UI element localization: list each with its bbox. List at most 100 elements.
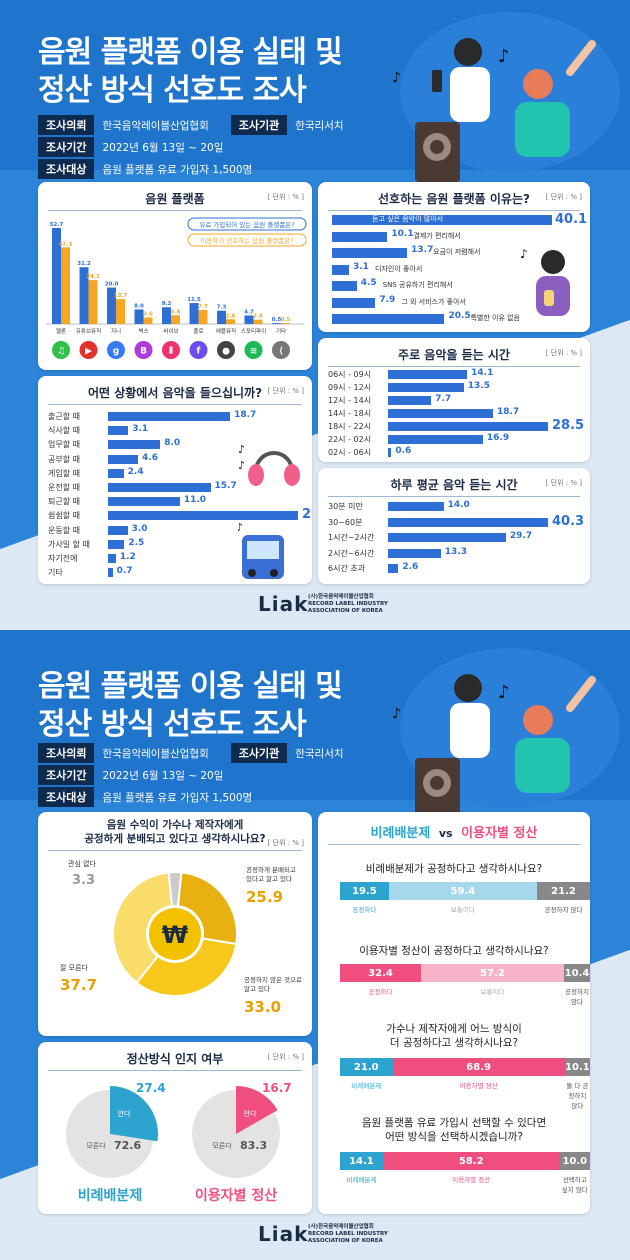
bar-value: 2.5 bbox=[128, 537, 145, 548]
logo-org: (사)한국음악레이블산업협회 bbox=[308, 594, 374, 600]
svg-text:♪: ♪ bbox=[392, 706, 401, 722]
divider bbox=[48, 1070, 302, 1071]
svg-text:♪: ♪ bbox=[238, 459, 245, 472]
tick-label: 지니 bbox=[111, 327, 121, 335]
bar-value: 0.6 bbox=[395, 446, 412, 456]
question-4-line-1: 음원 플랫폼 유료 가입시 선택할 수 있다면 bbox=[361, 1117, 547, 1129]
category-label: 2시간~6시간 bbox=[328, 548, 375, 558]
bar bbox=[217, 310, 226, 324]
bar bbox=[108, 454, 139, 464]
commission-tag: 조사의뢰 bbox=[38, 743, 95, 763]
agency-tag: 조사기관 bbox=[230, 743, 288, 763]
bar bbox=[332, 231, 388, 242]
music-fans-illustration: ♪♪ bbox=[392, 648, 620, 818]
logo-en-1: RECORD LABEL INDUSTRY bbox=[308, 1231, 388, 1237]
unit-label: [ 단위 : % ] bbox=[545, 349, 582, 357]
label-no-interest: 관심 없다 bbox=[68, 859, 97, 868]
page-title-line-1: 음원 플랫폼 이용 실태 및 bbox=[38, 669, 343, 704]
bar-value: 1.2 bbox=[119, 552, 136, 562]
stack-segment: 68.9 bbox=[392, 1058, 565, 1076]
category-label: 12시 - 14시 bbox=[328, 396, 372, 405]
bar bbox=[143, 317, 153, 324]
svg-text:♪: ♪ bbox=[498, 46, 510, 67]
page-title-line-1: 음원 플랫폼 이용 실태 및 bbox=[38, 35, 343, 70]
bar-value: 14.0 bbox=[447, 500, 470, 510]
situation-panel: 어떤 상황에서 음악을 들으십니까? [ 단위 : % ] 출근할 때 18.7 식… bbox=[38, 376, 312, 584]
label-unfair-1: 공정하지 않은 것으로 bbox=[244, 975, 302, 984]
bar bbox=[388, 517, 548, 527]
bar bbox=[388, 448, 392, 457]
bar bbox=[332, 281, 357, 291]
stack-1: 19.5 59.4 21.2 bbox=[340, 882, 590, 900]
value-know: 27.4 bbox=[136, 1081, 166, 1095]
category-label: 업무할 때 bbox=[48, 440, 80, 450]
tick-label: 바이브 bbox=[163, 327, 178, 335]
value-fair: 25.9 bbox=[246, 888, 283, 906]
stack-label: 공정하다 bbox=[352, 906, 377, 914]
bar bbox=[332, 264, 349, 275]
legend-label: 이용하기 선호하는 음원 플랫폼은? bbox=[200, 236, 293, 245]
divider bbox=[328, 496, 580, 497]
logo-mark: Liak bbox=[258, 592, 309, 616]
donut-slice bbox=[112, 871, 174, 985]
bar bbox=[388, 422, 548, 431]
stack-3-labels: 비례배분제 이용자별 정산 둘 다 공정하지 않다 bbox=[340, 1080, 590, 1110]
bar-value: 28.5 bbox=[552, 418, 585, 433]
bar-value: 2.4 bbox=[253, 314, 263, 320]
stack-segment: 10.1 bbox=[564, 1058, 590, 1076]
unit-label: [ 단위 : % ] bbox=[267, 1053, 304, 1061]
category-label: 출근할 때 bbox=[48, 412, 80, 421]
bar bbox=[108, 539, 125, 549]
stack-2-labels: 공정하다 보통이다 공정하지 않다 bbox=[340, 986, 590, 1006]
stack-2: 32.4 57.2 10.4 bbox=[340, 964, 590, 982]
period: 2022년 6월 13일 ~ 20일 bbox=[102, 141, 224, 154]
stack-label: 공정하지 않다 bbox=[544, 906, 583, 914]
bar-value: 7.9 bbox=[379, 294, 396, 305]
platform-logo-icon bbox=[162, 341, 180, 359]
won-symbol: ₩ bbox=[162, 921, 189, 949]
bar bbox=[388, 502, 444, 511]
bar bbox=[253, 319, 263, 324]
bar bbox=[332, 248, 408, 258]
legend-label: 유료 가입되어 있는 음원 플랫폼은? bbox=[199, 220, 294, 229]
unit-label: [ 단위 : % ] bbox=[267, 839, 304, 847]
category-label: 18시 - 22시 bbox=[328, 422, 372, 431]
bar bbox=[388, 370, 468, 379]
pie-slice-know bbox=[236, 1086, 278, 1134]
stack-label: 비례배분제 bbox=[351, 1082, 382, 1090]
svg-text:♪: ♪ bbox=[238, 521, 243, 534]
bar bbox=[189, 303, 199, 324]
donut-slice bbox=[167, 871, 183, 908]
category-label: 특별한 이유 없음 bbox=[470, 314, 520, 322]
platform-logo-icon bbox=[134, 341, 153, 359]
unit-label: [ 단위 : % ] bbox=[545, 193, 582, 201]
bar bbox=[61, 247, 70, 324]
logo-text: (사)한국음악레이블산업협회 RECORD LABEL INDUSTRY ASS… bbox=[308, 1224, 388, 1245]
bar bbox=[79, 267, 89, 324]
legend-pill bbox=[187, 233, 307, 247]
period-tag: 조사기간 bbox=[38, 765, 95, 785]
bar bbox=[108, 525, 128, 535]
bar bbox=[108, 497, 180, 507]
bar-value: 52.7 bbox=[50, 222, 64, 228]
awareness-title: 정산방식 인지 여부 bbox=[126, 1052, 224, 1066]
question-3: 가수나 제작자에게 어느 방식이 더 공정하다고 생각하시나요? bbox=[328, 1022, 580, 1050]
category-label: 운전할 때 bbox=[48, 483, 80, 492]
awareness-chart: 안다 27.4 모른다 72.6 비례배분제 안다 16.7 모른다 83.3 이용자별 정산 bbox=[66, 1081, 292, 1204]
tick-label: 스포티파이 bbox=[241, 327, 266, 335]
category-label: 요금이 저렴해서 bbox=[433, 248, 481, 256]
fairness-question-line-2: 공정하게 분배되고 있다고 생각하시나요? bbox=[84, 833, 266, 845]
target: 음원 플랫폼 유료 가입자 1,500명 bbox=[102, 791, 253, 804]
bar bbox=[52, 228, 61, 324]
stack-label: 이용자별 정산 bbox=[459, 1082, 498, 1090]
category-label: 운동할 때 bbox=[48, 525, 80, 535]
bar bbox=[108, 511, 298, 521]
question-4-line-2: 어떤 방식을 선택하시겠습니까? bbox=[385, 1131, 523, 1143]
bar-value: 4.8 bbox=[171, 309, 181, 315]
unit-label: [ 단위 : % ] bbox=[267, 387, 304, 395]
platform-logo-glyph: f bbox=[197, 347, 201, 357]
bar-value: 24.1 bbox=[86, 274, 100, 280]
logo-org: (사)한국음악레이블산업협회 bbox=[308, 1224, 374, 1230]
platform-logo-glyph: ≋ bbox=[250, 347, 258, 357]
